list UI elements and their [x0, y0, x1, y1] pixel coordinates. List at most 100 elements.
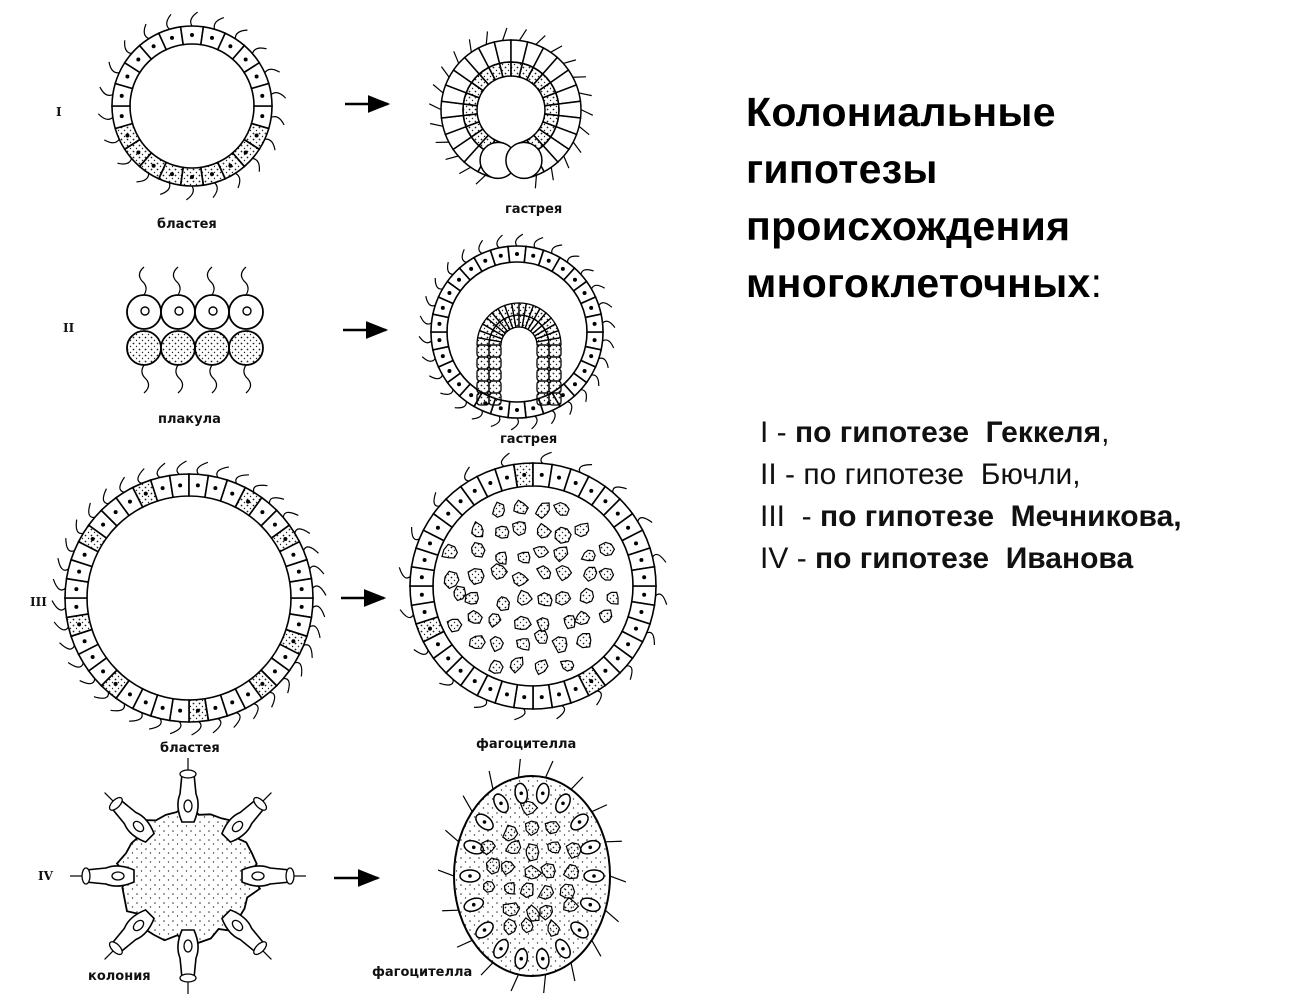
- flagellum: [51, 600, 66, 611]
- flagellum: [428, 103, 442, 111]
- cell-nucleus: [242, 306, 252, 316]
- endoderm-cell: [476, 380, 490, 394]
- flagellum: [510, 974, 520, 992]
- flagellum: [535, 35, 546, 45]
- cell-nucleus: [626, 642, 631, 647]
- cell-nucleus: [291, 552, 296, 557]
- flagellum: [67, 661, 84, 668]
- cell-nucleus: [140, 306, 150, 316]
- colony-cell: [104, 909, 155, 960]
- phagocyte-cell: [555, 564, 573, 582]
- flagellum: [514, 708, 526, 721]
- flagellum: [212, 718, 222, 734]
- flagellum: [454, 401, 468, 409]
- flagellum: [79, 678, 96, 685]
- phagocyte-cell: [563, 614, 576, 630]
- hypothesis-2-numeral: II: [760, 458, 777, 491]
- phagocyte-cell: [515, 638, 531, 651]
- endoderm-cell: [488, 344, 502, 358]
- flagellum: [570, 962, 576, 982]
- phagocyte-cell: [524, 820, 540, 837]
- cell-nucleus: [531, 406, 536, 411]
- flagellum: [572, 141, 582, 153]
- flagellum: [478, 239, 484, 254]
- hypothesis-2: II - по гипотезе Бючли,: [760, 454, 1280, 496]
- cell-nucleus: [515, 408, 519, 412]
- phagocyte-cell: [467, 609, 483, 624]
- cell-nucleus: [582, 291, 587, 295]
- endoderm-cell: [548, 344, 562, 358]
- cell-nucleus: [299, 587, 304, 592]
- hypothesis-1-numeral: I: [760, 416, 769, 449]
- flagellum: [567, 400, 573, 415]
- phagocyte-cell: [559, 659, 575, 672]
- cell-nucleus: [522, 695, 527, 700]
- flagellum: [312, 585, 327, 596]
- flagellum: [138, 266, 147, 296]
- hypothesis-3-text: по гипотезе Мечникова: [820, 500, 1174, 533]
- cell-nucleus: [447, 369, 452, 373]
- flagellum: [93, 692, 110, 699]
- flagellum: [235, 474, 249, 484]
- flagellum: [550, 167, 554, 181]
- flagellum: [251, 47, 267, 54]
- flagellum: [264, 138, 276, 151]
- flagellum: [216, 466, 230, 478]
- flagellum: [399, 609, 414, 619]
- phagocyte-cell: [559, 883, 576, 899]
- cell-nucleus: [573, 480, 578, 485]
- phagocyte-cell: [534, 502, 550, 520]
- cell-nucleus: [592, 874, 596, 878]
- flagellum: [309, 565, 325, 575]
- cell-nucleus: [592, 321, 597, 326]
- phagocyte-cell: [525, 843, 540, 862]
- endoderm-cell: [548, 380, 562, 394]
- phagocyte-cell: [500, 860, 516, 876]
- flagellum: [234, 29, 248, 39]
- hypothesis-2-tail: ,: [1072, 458, 1081, 491]
- phagocyte-cell: [464, 591, 480, 605]
- flagellum: [490, 415, 501, 428]
- cell-nucleus: [151, 163, 156, 168]
- flagellum: [550, 45, 563, 53]
- phagocyte-cell: [513, 615, 532, 631]
- flagellum: [206, 266, 215, 296]
- phagocyte-cell: [490, 563, 509, 580]
- cell-nucleus: [515, 252, 519, 256]
- cell-nucleus: [260, 93, 265, 98]
- flagellum: [604, 909, 620, 923]
- phagocyte-cell: [491, 501, 506, 518]
- flagellum: [456, 939, 473, 948]
- cell-nucleus: [447, 291, 452, 295]
- hypothesis-1-tail: ,: [1101, 416, 1110, 449]
- cell-nucleus: [577, 928, 582, 932]
- cell-nucleus: [169, 172, 174, 177]
- flagellum: [398, 567, 411, 579]
- gastrea-diagram-1: [428, 27, 594, 189]
- hypothesis-3-tail: ,: [1173, 500, 1182, 533]
- blastea-diagram-2: [51, 460, 327, 736]
- cell-nucleus: [446, 511, 451, 516]
- hypothesis-4-numeral: IV: [760, 542, 789, 575]
- flagellum: [580, 109, 594, 116]
- cell-nucleus: [82, 639, 87, 644]
- phagocyte-cell: [537, 884, 555, 900]
- hypothesis-3: III - по гипотезе Мечникова,: [760, 496, 1280, 538]
- flagellum: [458, 166, 472, 175]
- flagellum: [446, 262, 454, 276]
- colony-cell: [104, 792, 155, 843]
- flagellum: [196, 461, 209, 475]
- flagellum: [104, 138, 120, 144]
- lower-cell: [160, 330, 196, 366]
- flagellum: [556, 705, 566, 720]
- hypothesis-1: I - по гипотезе Геккеля,: [760, 412, 1280, 454]
- cell-nucleus: [195, 483, 200, 488]
- phagocyte-cell: [446, 618, 463, 633]
- hypothesis-4-text: по гипотезе Иванова: [815, 542, 1134, 575]
- flagellum: [598, 302, 613, 308]
- flagellum: [551, 244, 563, 254]
- endoderm-cell: [548, 368, 562, 382]
- flagellum: [136, 173, 150, 183]
- cell-nucleus: [160, 705, 165, 710]
- cell-nucleus: [589, 679, 594, 684]
